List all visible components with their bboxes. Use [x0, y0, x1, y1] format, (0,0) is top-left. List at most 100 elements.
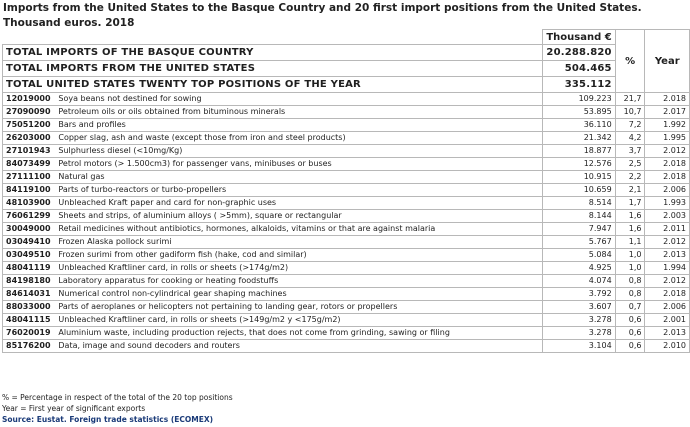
- import-value: 10.915: [542, 170, 616, 184]
- table-row: 48041115 Unbleached Kraftliner card, in r…: [2, 313, 690, 327]
- first-year: 2.013: [644, 326, 690, 340]
- first-year: 2.006: [644, 300, 690, 314]
- product-description: Parts of aeroplanes or helicopters not p…: [56, 300, 544, 314]
- product-code: 84073499: [2, 157, 57, 171]
- first-year: 2.011: [644, 222, 690, 236]
- product-description: Retail medicines without antibiotics, ho…: [56, 222, 544, 236]
- product-code: 27111100: [2, 170, 57, 184]
- product-description: Aluminium waste, including production re…: [56, 326, 544, 340]
- import-value: 12.576: [542, 157, 616, 171]
- import-value: 18.877: [542, 144, 616, 158]
- import-pct: 0,8: [614, 274, 646, 288]
- product-code: 84614031: [2, 287, 57, 301]
- import-pct: 1,1: [614, 235, 646, 249]
- table-row: 27111100 Natural gas 10.915 2,2 2.018: [2, 170, 690, 184]
- first-year: 2.013: [644, 248, 690, 262]
- product-description: Sulphurless diesel (<10mg/Kg): [56, 144, 544, 158]
- total-row: TOTAL UNITED STATES TWENTY TOP POSITIONS…: [1, 76, 690, 93]
- product-code: 03049410: [2, 235, 57, 249]
- import-pct: 1,6: [614, 222, 646, 236]
- import-value: 8.514: [542, 196, 616, 210]
- import-pct: 1,6: [614, 209, 646, 223]
- import-pct: 7,2: [614, 118, 646, 132]
- import-value: 3.607: [542, 300, 616, 314]
- import-value: 3.278: [542, 313, 616, 327]
- first-year: 2.017: [644, 105, 690, 119]
- first-year: 2.010: [644, 339, 690, 353]
- table-row: 48041119 Unbleached Kraftliner card, in r…: [2, 261, 690, 275]
- product-code: 48041119: [2, 261, 57, 275]
- first-year: 1.993: [644, 196, 690, 210]
- product-code: 84198180: [2, 274, 57, 288]
- import-pct: 4,2: [614, 131, 646, 145]
- import-pct: 0,7: [614, 300, 646, 314]
- table-row: 84614031 Numerical control non-cylindrica…: [2, 287, 690, 301]
- pct-footnote: % = Percentage in respect of the total o…: [2, 393, 233, 402]
- table-row: 48103900 Unbleached Kraft paper and card …: [2, 196, 690, 210]
- table-row: 84119100 Parts of turbo-reactors or turbo…: [2, 183, 690, 197]
- total-value: 335.112: [542, 76, 616, 93]
- first-year: 2.018: [644, 157, 690, 171]
- import-value: 3.792: [542, 287, 616, 301]
- table-row: 75051200 Bars and profiles 36.110 7,2 1.992: [2, 118, 690, 132]
- import-value: 3.104: [542, 339, 616, 353]
- product-code: 76020019: [2, 326, 57, 340]
- table-row: 27090090 Petroleum oils or oils obtained …: [2, 105, 690, 119]
- import-pct: 3,7: [614, 144, 646, 158]
- table-title: Imports from the United States to the Ba…: [3, 2, 642, 29]
- product-code: 76061299: [2, 209, 57, 223]
- product-code: 03049510: [2, 248, 57, 262]
- source-note: Source: Eustat. Foreign trade statistics…: [2, 415, 214, 424]
- product-code: 84119100: [2, 183, 57, 197]
- import-value: 21.342: [542, 131, 616, 145]
- table-row: 03049410 Frozen Alaska pollock surimi 5.76…: [2, 235, 690, 249]
- first-year: 2.018: [644, 287, 690, 301]
- import-pct: 1,0: [614, 248, 646, 262]
- import-value: 4.925: [542, 261, 616, 275]
- product-description: Frozen surimi from other gadiform fish (…: [56, 248, 544, 262]
- first-year: 2.003: [644, 209, 690, 223]
- import-value: 10.659: [542, 183, 616, 197]
- import-value: 7.947: [542, 222, 616, 236]
- first-year: 1.994: [644, 261, 690, 275]
- product-description: Soya beans not destined for sowing: [56, 92, 544, 106]
- product-description: Data, image and sound decoders and route…: [56, 339, 544, 353]
- product-description: Laboratory apparatus for cooking or heat…: [56, 274, 544, 288]
- table-row: 88033000 Parts of aeroplanes or helicopte…: [2, 300, 690, 314]
- import-pct: 0,6: [614, 326, 646, 340]
- total-value: 20.288.820: [542, 44, 616, 61]
- imports-table: Thousand € % Year TOTAL IMPORTS OF THE B…: [1, 29, 690, 353]
- product-description: Frozen Alaska pollock surimi: [56, 235, 544, 249]
- table-row: 84198180 Laboratory apparatus for cooking…: [2, 274, 690, 288]
- product-code: 85176200: [2, 339, 57, 353]
- first-year: 2.018: [644, 92, 690, 106]
- first-year: 2.012: [644, 235, 690, 249]
- import-pct: 0,6: [614, 339, 646, 353]
- footnotes: % = Percentage in respect of the total o…: [2, 392, 233, 425]
- product-code: 48103900: [2, 196, 57, 210]
- first-year: 2.012: [644, 144, 690, 158]
- import-value: 4.074: [542, 274, 616, 288]
- product-code: 27101943: [2, 144, 57, 158]
- product-description: Unbleached Kraft paper and card for non-…: [56, 196, 544, 210]
- total-row: TOTAL IMPORTS FROM THE UNITED STATES 504…: [1, 60, 690, 77]
- import-value: 36.110: [542, 118, 616, 132]
- first-year: 1.995: [644, 131, 690, 145]
- table-row: 85176200 Data, image and sound decoders a…: [2, 339, 690, 353]
- pct-header: %: [614, 29, 646, 93]
- first-year: 2.012: [644, 274, 690, 288]
- product-code: 48041115: [2, 313, 57, 327]
- table-row: 12019000 Soya beans not destined for sowi…: [2, 92, 690, 106]
- import-pct: 2,5: [614, 157, 646, 171]
- import-pct: 0,8: [614, 287, 646, 301]
- table-row: 27101943 Sulphurless diesel (<10mg/Kg) 18.…: [2, 144, 690, 158]
- import-pct: 2,2: [614, 170, 646, 184]
- total-label: TOTAL UNITED STATES TWENTY TOP POSITIONS…: [1, 76, 544, 93]
- product-code: 27090090: [2, 105, 57, 119]
- product-code: 26203000: [2, 131, 57, 145]
- import-pct: 0,6: [614, 313, 646, 327]
- import-pct: 21,7: [614, 92, 646, 106]
- product-code: 88033000: [2, 300, 57, 314]
- product-code: 12019000: [2, 92, 57, 106]
- total-row: TOTAL IMPORTS OF THE BASQUE COUNTRY 20.2…: [1, 44, 690, 61]
